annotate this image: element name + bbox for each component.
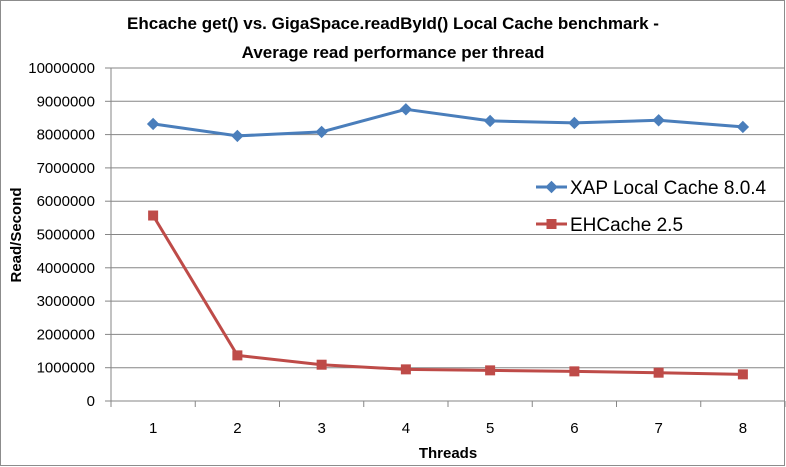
legend-label-ehcache: EHCache 2.5 [570,215,683,236]
x-axis-title: Threads [419,445,477,462]
y-tick-label: 7000000 [37,160,95,177]
y-tick-label: 5000000 [37,227,95,244]
data-point [232,350,243,361]
x-tick-labels: 1 2 3 4 5 6 7 8 [149,420,747,437]
data-point [485,365,496,376]
chart-title-line-2: Average read performance per thread [242,43,545,62]
series-lines [146,103,750,380]
y-tick-label: 0 [87,393,95,410]
axes [110,68,786,407]
data-point [568,116,581,130]
series-ehcache [148,210,748,380]
legend-label-xap: XAP Local Cache 8.0.4 [570,178,767,199]
y-tick-labels: 0 1000000 2000000 3000000 4000000 5000000 6000… [28,60,95,410]
series-xap-local-cache [146,103,750,143]
data-point [652,114,665,127]
legend: XAP Local Cache 8.0.4 EHCache 2.5 [536,178,767,236]
y-axis-title: Read/Second [8,187,25,282]
legend-marker-ehcache [546,219,557,229]
data-point [316,359,327,370]
chart-title-line-1: Ehcache get() vs. GigaSpace.readById() L… [127,14,659,33]
data-point [400,364,411,375]
legend-marker-xap [545,180,558,194]
legend-item-ehcache: EHCache 2.5 [536,215,683,236]
data-point [146,117,160,131]
data-point [148,210,159,221]
x-tick-label: 4 [402,420,410,437]
data-point [569,366,580,377]
data-point [483,114,497,128]
x-tick-label: 3 [317,420,325,437]
y-tick-label: 1000000 [37,360,95,377]
x-tick-label: 6 [570,420,578,437]
y-tick-label: 9000000 [37,93,95,110]
y-tick-label: 4000000 [37,260,95,277]
y-tick-label: 8000000 [37,127,95,144]
y-tick-label: 6000000 [37,193,95,210]
y-tick-label: 10000000 [28,60,95,77]
data-point [399,103,413,116]
x-tick-label: 7 [654,420,662,437]
legend-item-xap: XAP Local Cache 8.0.4 [536,178,767,199]
x-tick-label: 2 [233,420,241,437]
x-tick-label: 1 [149,420,157,437]
data-point [315,125,328,139]
data-point [653,367,664,378]
data-point [231,129,244,143]
data-point [737,369,748,380]
x-tick-label: 5 [486,420,494,437]
data-point [736,120,750,134]
y-tick-label: 3000000 [37,293,95,310]
x-tick-label: 8 [739,420,747,437]
gridlines [105,67,785,402]
series-line [151,214,743,376]
series-line [152,107,744,138]
y-tick-label: 2000000 [37,326,95,343]
